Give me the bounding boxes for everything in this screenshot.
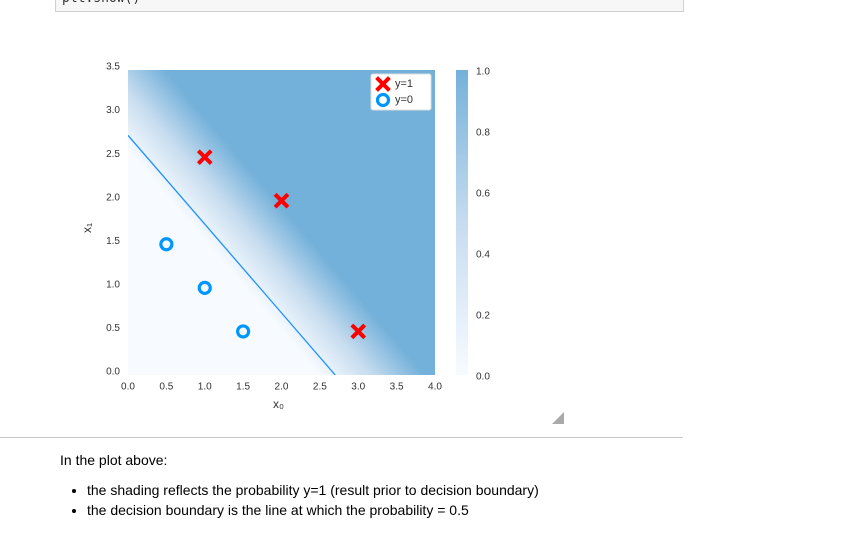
colorbar-tick-label: 0.6: [476, 189, 490, 200]
bullet: the shading reflects the probability y=1…: [87, 482, 539, 498]
decision-boundary: [128, 134, 336, 375]
x-marker: [273, 192, 290, 209]
x-tick-label: 2.0: [275, 382, 289, 393]
x-tick-label: 2.5: [313, 382, 327, 393]
o-marker: [197, 280, 212, 295]
x-tick-label: 4.0: [428, 382, 442, 393]
x-tick-label: 0.5: [159, 382, 173, 393]
code-text: plt.show(): [62, 0, 140, 6]
legend-label: y=1: [395, 78, 413, 90]
code-cell[interactable]: plt.show(): [55, 0, 684, 12]
markdown-cell: In the plot above: the shading reflects …: [60, 452, 539, 522]
colorbar-tick-label: 0.0: [476, 372, 490, 383]
y-tick-label: 0.0: [106, 367, 120, 378]
y-tick-label: 3.0: [106, 105, 120, 116]
y-tick-label: 2.5: [106, 149, 120, 160]
bullet: the decision boundary is the line at whi…: [87, 502, 539, 518]
legend-marker: [375, 92, 391, 108]
y-tick-label: 3.5: [106, 62, 120, 73]
y-tick-label: 1.0: [106, 279, 120, 290]
x-tick-label: 3.0: [351, 382, 365, 393]
colorbar-tick-label: 0.2: [476, 311, 490, 322]
y-axis-label: x₁: [80, 223, 94, 233]
bullet-list: the shading reflects the probability y=1…: [60, 482, 539, 518]
colorbar-tick-label: 0.8: [476, 128, 490, 139]
y-tick-label: 0.5: [106, 323, 120, 334]
divider: [0, 437, 683, 438]
probability-shading: [128, 70, 435, 375]
resize-handle[interactable]: [552, 412, 564, 424]
x-tick-label: 1.5: [236, 382, 250, 393]
x-tick-label: 3.5: [390, 382, 404, 393]
colorbar: [456, 70, 468, 375]
x-marker: [196, 149, 213, 165]
x-tick-label: 0.0: [121, 382, 135, 393]
x-tick-label: 1.0: [198, 382, 212, 393]
legend-label: y=0: [395, 94, 413, 106]
colorbar-tick-label: 0.4: [476, 250, 490, 261]
x-marker: [350, 323, 367, 340]
legend-marker: [375, 76, 391, 92]
colorbar-tick-label: 1.0: [476, 67, 490, 78]
y-tick-label: 2.0: [106, 192, 120, 203]
y-tick-label: 1.5: [106, 236, 120, 247]
chart: 0.0 0.5 1.0 1.5 2.0 2.5 3.0 3.5 4.0 0.0 0.5 1.0 1.5 2…: [80, 62, 490, 412]
o-marker: [159, 237, 174, 252]
paragraph: In the plot above:: [60, 452, 168, 468]
o-marker: [236, 324, 251, 339]
x-axis-label: x₀: [273, 397, 284, 411]
